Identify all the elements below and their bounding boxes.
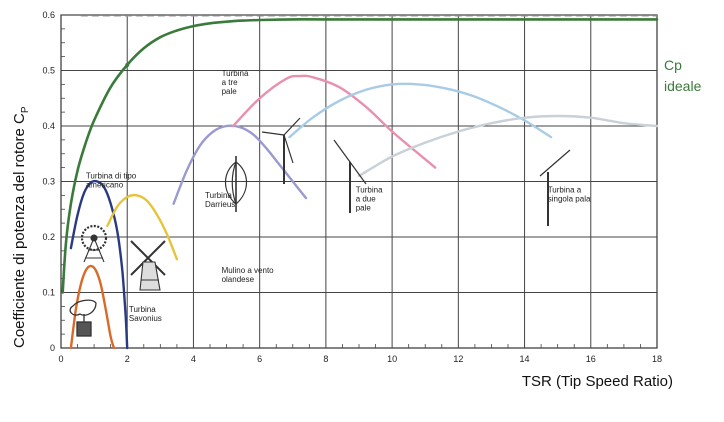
series-line-two_blade [288,82,553,139]
annotation-line: Turbina a [548,186,582,195]
x-tick-label: 8 [323,354,328,364]
darrieus-turbine-icon [224,156,248,212]
single-blade-turbine-icon [539,149,571,226]
annotation-line: Turbina [222,69,249,78]
y-tick-label: 0.4 [42,121,55,131]
annotation-line: Turbina [356,186,383,195]
y-axis-label-main: Coefficiente di potenza del rotore C [11,113,28,348]
ideal-label-line-2: ideale [664,78,702,94]
tick-labels: 0 2 4 6 8 10 12 14 16 18 0 0.1 0.2 0.3 0.4 0.5 0.6 [42,10,662,364]
series-line-savonius [69,264,116,350]
x-tick-label: 10 [387,354,397,364]
annotation-two_blade: Turbina a due pale [356,186,383,213]
x-tick-label: 0 [58,354,63,364]
dutch-windmill-icon [130,240,166,291]
annotation-line: a due [356,195,377,204]
y-tick-label: 0.3 [42,177,55,187]
annotation-line: Darrieus [205,200,235,209]
y-tick-label: 0.6 [42,10,55,20]
series-line-three_blade [232,74,437,169]
annotation-line: singola pala [548,195,591,204]
turbine-illustrations [69,117,571,337]
annotation-american: Turbina di tipo americano [86,172,137,190]
x-axis-label: TSR (Tip Speed Ratio) [522,373,673,390]
savonius-turbine-icon [69,299,97,337]
annotation-line: americano [86,181,124,190]
x-tick-label: 14 [520,354,530,364]
annotation-line: olandese [222,275,255,284]
annotation-line: Turbina [129,305,156,314]
y-axis-label-subscript: P [20,106,31,113]
annotation-dutch: Mulino a vento olandese [222,266,275,284]
y-tick-label: 0.1 [42,288,55,298]
grid [60,14,658,349]
annotation-darrieus: Turbina Darrieus [205,191,235,209]
x-tick-label: 18 [652,354,662,364]
annotation-line: pale [222,87,238,96]
ideal-point-marker [125,62,130,67]
y-tick-label: 0.2 [42,232,55,242]
y-tick-label: 0 [50,343,55,353]
series-line-ideal [61,18,659,294]
ideal-label-line-1: Cp [664,57,682,73]
annotation-line: Turbina di tipo [86,172,137,181]
ideal-label: Cp ideale [664,57,702,94]
annotation-line: pale [356,204,372,213]
annotation-line: a tre [222,78,239,87]
x-tick-label: 4 [191,354,196,364]
x-tick-label: 16 [586,354,596,364]
series-line-dutch [106,193,179,261]
series-line-american [69,179,129,350]
series-curves [61,15,659,350]
two-blade-turbine-icon [333,139,367,213]
y-tick-label: 0.5 [42,66,55,76]
y-axis-label: Coefficiente di potenza del rotore CP [11,106,31,348]
american-windmill-icon [80,224,108,263]
turbine-annotations: Turbina di tipo americano Mulino a vento ol… [86,69,591,323]
annotation-line: Turbina [205,191,232,200]
x-tick-label: 2 [125,354,130,364]
annotation-three_blade: Turbina a tre pale [222,69,249,96]
annotation-line: Mulino a vento [222,266,275,275]
annotation-single_blade: Turbina a singola pala [548,186,591,204]
x-tick-label: 6 [257,354,262,364]
x-tick-label: 12 [453,354,463,364]
series-line-single_blade [357,114,659,178]
annotation-savonius: Turbina Savonius [129,305,162,323]
annotation-line: Savonius [129,314,162,323]
three-blade-turbine-icon [261,117,301,184]
